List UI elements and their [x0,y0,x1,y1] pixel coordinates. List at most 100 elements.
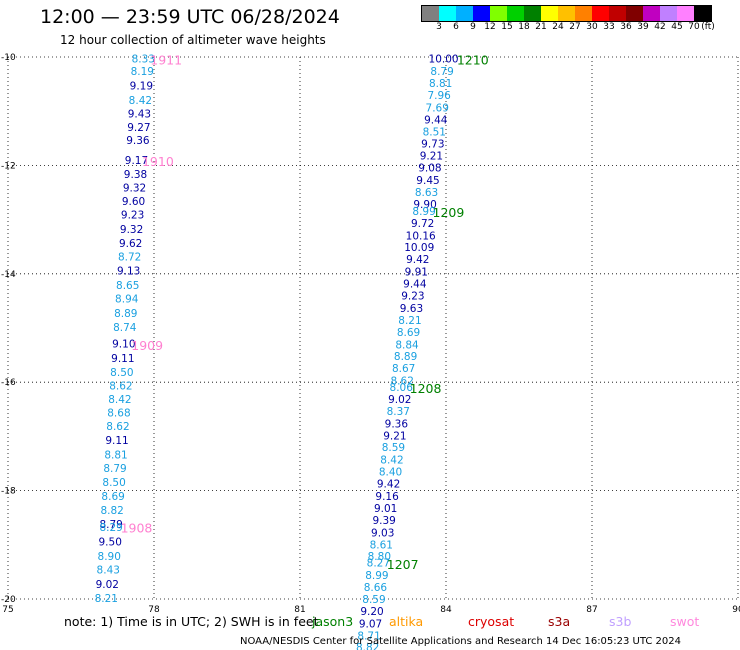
legend-label: 6 [453,22,459,32]
wave-height-value: 9.63 [400,303,423,315]
wave-height-value: 8.94 [115,294,139,306]
wave-height-value: 8.59 [362,594,385,606]
wave-height-value: 9.13 [117,266,140,278]
legend-label: 12 [484,22,496,32]
lat-tick-label: -16 [1,378,16,388]
wave-height-value: 9.23 [121,210,144,222]
wave-height-value: 8.27 [367,558,390,570]
legend-label: 15 [501,22,513,32]
lat-tick-label: -18 [1,487,16,497]
legend-label: 42 [654,22,666,32]
lon-tick-label: 87 [586,605,597,615]
lat-tick-label: -20 [1,595,16,605]
pass-time-label: 1910 [142,154,174,169]
graticule [7,56,739,600]
legend-label: 27 [569,22,581,32]
wave-height-value: 8.29 [99,522,122,534]
wave-height-value: 9.72 [411,218,434,230]
legend-swatch [490,6,507,21]
lon-tick-label: 75 [2,605,13,615]
legend-swatch [439,6,456,21]
wave-height-value: 8.42 [380,455,403,467]
wave-height-value: 9.17 [125,155,148,167]
legend-swatch [422,6,439,21]
wave-height-value: 10.16 [406,230,436,242]
wave-height-value: 8.99 [412,206,435,218]
wave-height-value: 9.32 [123,183,146,195]
wave-height-value: 8.69 [397,327,420,339]
wave-height-value: 9.07 [359,618,382,630]
wave-height-value: 9.42 [377,479,400,491]
wave-height-value: 9.01 [374,503,397,515]
wave-height-value: 8.79 [430,66,453,78]
wave-height-value: 8.69 [101,491,124,503]
pass-time-label: 1911 [150,53,182,68]
wave-height-value: 10.00 [429,54,459,66]
wave-height-value: 8.21 [398,315,421,327]
wave-height-value: 9.50 [99,537,122,549]
legend-swatch [643,6,660,21]
wave-height-value: 8.82 [100,505,123,517]
legend-swatch [558,6,575,21]
legend-swatch [609,6,626,21]
map-title: 12:00 — 23:59 UTC 06/28/2024 [40,6,340,28]
wave-height-value: 8.67 [392,363,415,375]
satellite-name: jason3 [312,614,354,629]
wave-height-value: 8.72 [118,251,141,263]
wave-height-value: 7.96 [427,90,451,102]
wave-height-value: 10.09 [404,242,434,254]
wave-height-value: 8.80 [368,551,391,563]
pass-time-label: 1909 [131,338,163,353]
color-scale-legend [421,5,712,22]
wave-height-value: 9.20 [360,606,383,618]
wave-height-value: 9.36 [126,135,150,147]
pass-time-label: 1207 [387,557,419,572]
wave-height-value: 8.89 [114,308,137,320]
wave-height-value: 9.10 [112,339,135,351]
legend-label: 33 [603,22,615,32]
wave-height-value: 9.44 [403,279,427,291]
legend-swatch [592,6,609,21]
wave-height-value: 8.50 [102,477,125,489]
wave-height-value: 9.39 [372,515,395,527]
wave-height-value: 9.27 [127,122,150,134]
legend-label: 9 [470,22,476,32]
wave-height-value: 8.65 [116,280,139,292]
wave-height-value: 8.84 [395,339,419,351]
pass-time-label: 1908 [121,520,153,535]
wave-height-value: 8.82 [356,642,379,650]
axis-ticks: 75 78 81 84 87 90 -10 -12 -14 -16 -18 -20 [1,53,740,615]
lat-tick-label: -10 [1,53,16,63]
wave-height-value: 8.33 [132,54,155,66]
legend-label: 39 [637,22,649,32]
wave-height-value: 8.81 [104,449,127,461]
legend-swatch [677,6,694,21]
wave-height-value: 9.11 [111,353,134,365]
legend-swatch [524,6,541,21]
pass-time-labels: 1911 1910 1909 1908 1210 1209 1208 1207 [121,53,489,572]
wave-height-value: 8.68 [107,408,130,420]
wave-height-value: 9.62 [119,238,142,250]
pass-time-label: 1210 [457,53,489,68]
legend-label: 36 [620,22,632,32]
wave-height-value: 8.51 [423,126,446,138]
wave-height-value: 8.19 [131,66,154,78]
wave-height-value: 8.90 [98,551,121,563]
wave-height-value: 9.45 [416,175,439,187]
legend-label: 45 [671,22,683,32]
wave-height-value: 9.02 [96,579,119,591]
wave-height-value: 9.21 [420,151,443,163]
lon-tick-label: 90 [732,605,740,615]
wave-height-value: 9.73 [421,139,444,151]
lat-tick-label: -12 [1,161,16,171]
wave-height-value: 9.91 [405,267,428,279]
wave-height-value: 8.62 [109,380,132,392]
lon-tick-label: 81 [294,605,305,615]
legend-label: 21 [535,22,547,32]
wave-height-value: 9.23 [401,290,424,302]
wave-height-value: 8.89 [394,351,417,363]
wave-height-value: 8.61 [370,539,393,551]
wave-height-value: 9.90 [413,199,436,211]
